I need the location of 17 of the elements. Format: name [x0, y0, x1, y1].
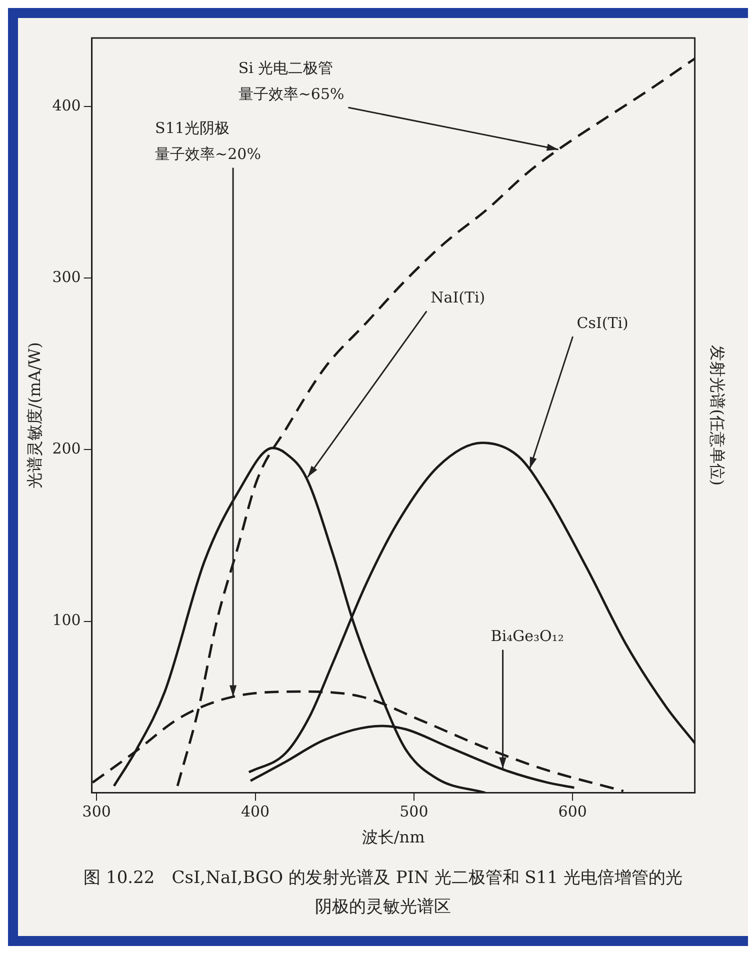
annotation: S11光阴极量子效率~20% [155, 119, 261, 164]
y2-axis-title: 发射光谱(任意单位) [708, 345, 728, 486]
x-tick-label: 300 [82, 802, 111, 821]
x-tick-label: 500 [400, 802, 428, 821]
x-tick-label: 600 [558, 802, 587, 821]
text: 图 10.22 CsI,NaI,BGO 的发射光谱及 PIN 光二极管和 S11 光电倍增管的光阴极的灵敏光谱区 [82, 867, 684, 919]
y-tick-label: 300 [52, 268, 81, 286]
x-axis-title: 波长/nm [362, 828, 425, 847]
x-tick-label: 400 [240, 802, 270, 821]
annotation: Bi₄Ge₃O₁₂ [490, 627, 564, 646]
y-tick-label: 200 [52, 440, 81, 458]
y-axis-title: 光谱灵敏度/(mA/W) [24, 342, 44, 489]
y-tick-label: 400 [52, 96, 81, 115]
annotation: CsI(Ti) [576, 314, 628, 332]
annotation: Si 光电二极管量子效率~65% [238, 58, 344, 103]
annotation: NaI(Ti) [430, 288, 486, 307]
y-tick-label: 100 [52, 611, 81, 630]
